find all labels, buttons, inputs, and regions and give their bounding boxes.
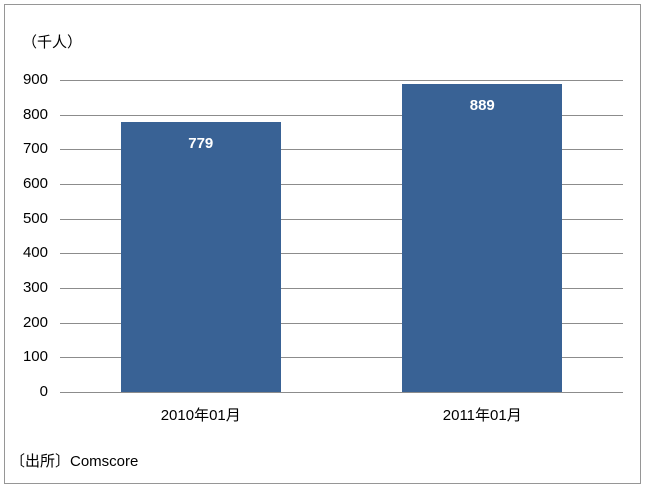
y-axis-unit-label: （千人） <box>22 34 83 51</box>
gridline <box>60 357 623 359</box>
y-tick-label: 800 <box>22 105 48 123</box>
y-tick-label: 300 <box>22 279 48 296</box>
gridline <box>60 149 623 151</box>
gridline <box>60 184 623 185</box>
gridline <box>60 392 623 393</box>
y-tick-label: 100 <box>22 348 48 366</box>
bar: 779 <box>120 121 281 392</box>
y-tick-label: 200 <box>22 313 48 331</box>
gridline <box>60 288 623 289</box>
y-tick-label: 0 <box>39 383 48 400</box>
y-tick-label: 400 <box>22 244 48 262</box>
bar: 889 <box>402 83 563 392</box>
x-category-label: 2011年01月 <box>442 407 522 424</box>
y-tick-label: 600 <box>22 175 48 192</box>
gridline <box>60 80 623 81</box>
plot-area: 779 889 <box>60 80 623 393</box>
gridline <box>60 218 623 220</box>
gridline <box>60 114 623 116</box>
bar-value-label: 889 <box>469 96 495 114</box>
source-label: 〔出所〕Comscore <box>10 453 139 470</box>
gridline <box>60 322 623 324</box>
y-tick-label: 700 <box>22 140 48 158</box>
y-tick-label: 900 <box>22 71 48 88</box>
bar-value-label: 779 <box>188 134 214 152</box>
gridline <box>60 253 623 255</box>
x-category-label: 2010年01月 <box>160 407 241 424</box>
y-tick-label: 500 <box>22 209 48 227</box>
